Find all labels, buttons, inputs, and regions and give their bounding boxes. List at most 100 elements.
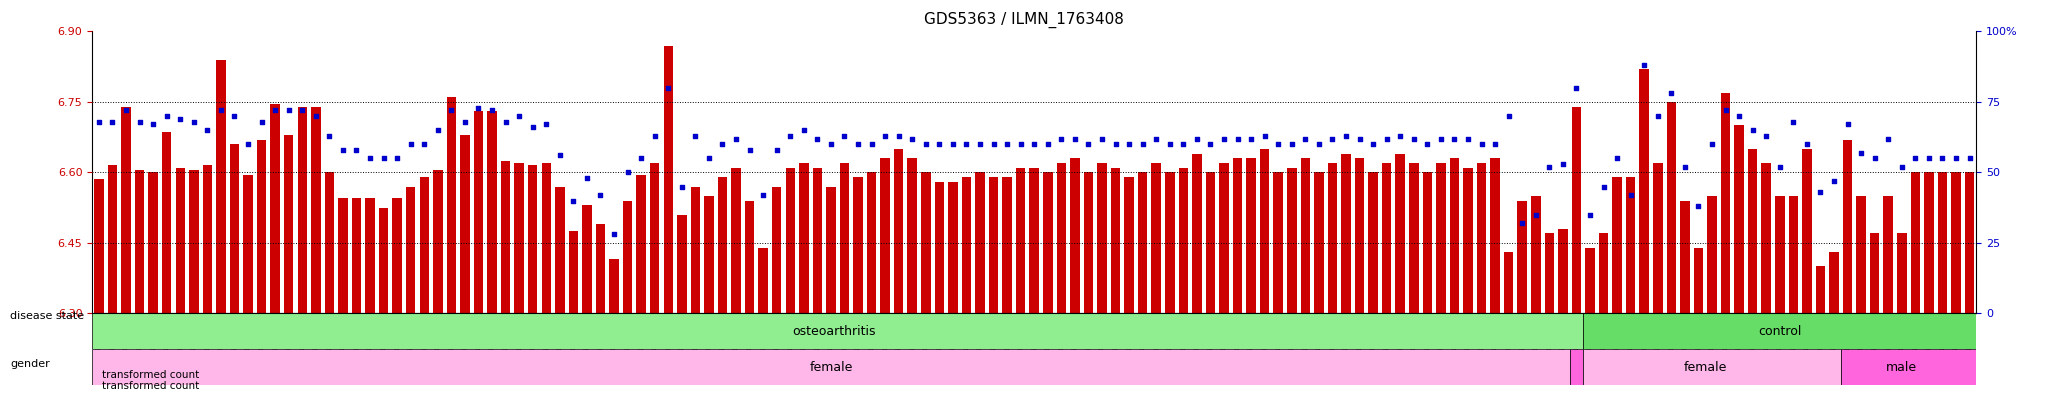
Point	[639, 132, 672, 139]
Point	[1628, 62, 1661, 68]
Point	[1520, 211, 1552, 218]
Point	[1587, 184, 1620, 190]
Bar	[664, 46, 674, 313]
Point	[1288, 136, 1321, 142]
Bar	[1626, 177, 1636, 313]
Bar	[162, 132, 172, 313]
Bar	[1124, 177, 1135, 313]
Bar	[365, 198, 375, 313]
Point	[395, 141, 428, 147]
Point	[1329, 132, 1362, 139]
Bar	[922, 173, 930, 313]
Bar	[188, 170, 199, 313]
Bar	[690, 187, 700, 313]
Point	[1085, 136, 1118, 142]
Point	[231, 141, 264, 147]
Bar	[147, 173, 158, 313]
Point	[1464, 141, 1497, 147]
Point	[1845, 149, 1878, 156]
Bar	[541, 163, 551, 313]
Bar	[1356, 158, 1364, 313]
Point	[827, 132, 860, 139]
Point	[598, 231, 631, 238]
Point	[1546, 161, 1579, 167]
Bar	[1571, 107, 1581, 313]
Point	[1112, 141, 1145, 147]
Point	[1954, 155, 1987, 162]
Point	[1696, 141, 1729, 147]
Point	[883, 132, 915, 139]
Bar	[92, 313, 1583, 349]
Bar	[203, 165, 213, 313]
Text: male: male	[1886, 361, 1917, 374]
Point	[1438, 136, 1470, 142]
Bar	[1952, 173, 1960, 313]
Point	[1804, 189, 1837, 195]
Bar	[1585, 248, 1595, 313]
Text: GDS5363 / ILMN_1763408: GDS5363 / ILMN_1763408	[924, 12, 1124, 28]
Point	[801, 136, 834, 142]
Bar	[1327, 163, 1337, 313]
Bar	[1640, 69, 1649, 313]
Bar	[1583, 313, 1976, 349]
Bar	[623, 200, 633, 313]
Point	[950, 141, 983, 147]
Point	[1032, 141, 1065, 147]
Point	[1898, 155, 1931, 162]
Point	[1141, 136, 1174, 142]
Bar	[270, 104, 281, 313]
Bar	[1260, 149, 1270, 313]
Point	[354, 155, 387, 162]
Bar	[217, 60, 225, 313]
Bar	[1341, 154, 1352, 313]
Bar	[1776, 196, 1784, 313]
Bar	[1151, 163, 1161, 313]
Point	[205, 107, 238, 114]
Bar	[92, 349, 1569, 385]
Point	[367, 155, 399, 162]
Text: control: control	[1757, 325, 1802, 338]
Bar	[1855, 196, 1866, 313]
Point	[150, 113, 182, 119]
Point	[1819, 178, 1851, 184]
Bar	[432, 170, 442, 313]
Point	[842, 141, 874, 147]
Bar	[94, 180, 104, 313]
Point	[1425, 136, 1458, 142]
Point	[1561, 84, 1593, 91]
Text: gender: gender	[10, 358, 49, 369]
Point	[422, 127, 455, 133]
Point	[1939, 155, 1972, 162]
Bar	[1925, 173, 1933, 313]
Point	[692, 155, 725, 162]
Point	[625, 155, 657, 162]
Point	[1640, 113, 1673, 119]
Point	[924, 141, 956, 147]
Text: female: female	[1683, 361, 1726, 374]
Point	[1913, 155, 1946, 162]
Bar	[1409, 163, 1419, 313]
Point	[123, 119, 156, 125]
Bar	[1896, 233, 1907, 313]
Point	[1397, 136, 1430, 142]
Point	[610, 169, 643, 176]
Point	[748, 192, 780, 198]
Bar	[786, 168, 795, 313]
Point	[760, 147, 793, 153]
Bar	[446, 97, 457, 313]
Bar	[1583, 349, 1841, 385]
Point	[1004, 141, 1036, 147]
Bar	[1450, 158, 1458, 313]
Bar	[989, 177, 997, 313]
Point	[258, 107, 291, 114]
Point	[1681, 203, 1714, 209]
Bar	[461, 135, 469, 313]
Point	[1262, 141, 1294, 147]
Bar	[799, 163, 809, 313]
Point	[1343, 136, 1376, 142]
Bar	[1001, 177, 1012, 313]
Bar	[975, 173, 985, 313]
Bar	[1436, 163, 1446, 313]
Point	[1710, 107, 1743, 114]
Bar	[1841, 349, 1976, 385]
